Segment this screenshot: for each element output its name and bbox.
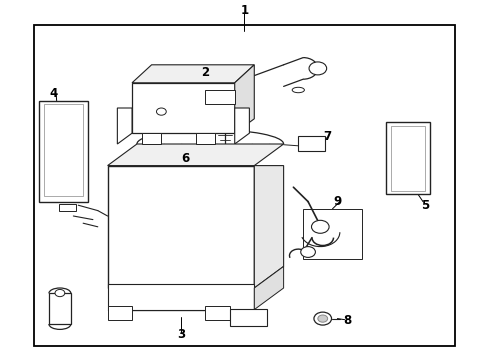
Bar: [142, 133, 161, 144]
Bar: [303, 209, 361, 259]
Bar: [107, 166, 254, 288]
Circle shape: [156, 108, 166, 115]
Bar: [59, 204, 76, 211]
Ellipse shape: [291, 87, 304, 93]
Text: 9: 9: [333, 195, 341, 208]
Circle shape: [300, 247, 315, 257]
Polygon shape: [234, 108, 249, 144]
Bar: [229, 309, 266, 326]
Bar: [44, 104, 83, 196]
Bar: [49, 293, 71, 324]
Bar: [132, 83, 234, 133]
Bar: [107, 284, 254, 310]
Polygon shape: [132, 65, 254, 83]
Text: 2: 2: [201, 66, 209, 78]
Polygon shape: [107, 144, 283, 166]
Circle shape: [308, 62, 326, 75]
Bar: [386, 122, 429, 194]
Polygon shape: [254, 266, 283, 310]
Circle shape: [313, 312, 331, 325]
Text: 7: 7: [323, 130, 331, 143]
Bar: [390, 126, 425, 191]
Text: 1: 1: [240, 4, 248, 17]
Text: 5: 5: [421, 199, 428, 212]
Bar: [205, 306, 229, 320]
Circle shape: [317, 315, 327, 322]
Polygon shape: [234, 65, 254, 133]
Text: 8: 8: [343, 314, 350, 327]
Bar: [107, 306, 132, 320]
Bar: [205, 90, 234, 104]
Circle shape: [55, 289, 64, 297]
Polygon shape: [254, 166, 283, 288]
Text: 4: 4: [50, 87, 58, 100]
Bar: [195, 133, 215, 144]
Text: 6: 6: [182, 152, 189, 165]
Bar: [34, 25, 454, 346]
Bar: [39, 101, 88, 202]
Polygon shape: [117, 108, 132, 144]
Circle shape: [311, 220, 328, 233]
Bar: [298, 136, 325, 151]
Text: 3: 3: [177, 328, 184, 341]
